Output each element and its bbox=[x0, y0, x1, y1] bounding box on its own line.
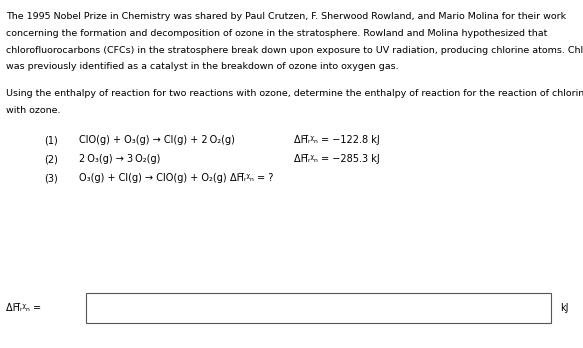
Text: ΔH̅ᵣᵡₙ = −122.8 kJ: ΔH̅ᵣᵡₙ = −122.8 kJ bbox=[294, 135, 380, 145]
Text: Using the enthalpy of reaction for two reactions with ozone, determine the entha: Using the enthalpy of reaction for two r… bbox=[6, 89, 583, 98]
Text: ΔH̅ᵣᵡₙ =: ΔH̅ᵣᵡₙ = bbox=[6, 303, 41, 313]
Text: with ozone.: with ozone. bbox=[6, 106, 60, 115]
Text: chlorofluorocarbons (CFCs) in the stratosphere break down upon exposure to UV ra: chlorofluorocarbons (CFCs) in the strato… bbox=[6, 46, 583, 55]
Text: kJ: kJ bbox=[560, 303, 568, 313]
Text: concerning the formation and decomposition of ozone in the stratosphere. Rowland: concerning the formation and decompositi… bbox=[6, 29, 547, 38]
Text: was previously identified as a catalyst in the breakdown of ozone into oxygen ga: was previously identified as a catalyst … bbox=[6, 62, 398, 71]
Text: ΔH̅ᵣᵡₙ = −285.3 kJ: ΔH̅ᵣᵡₙ = −285.3 kJ bbox=[294, 154, 380, 164]
FancyBboxPatch shape bbox=[86, 293, 551, 323]
Text: 2 O₃(g) → 3 O₂(g): 2 O₃(g) → 3 O₂(g) bbox=[79, 154, 160, 164]
Text: O₃(g) + Cl(g) → ClO(g) + O₂(g): O₃(g) + Cl(g) → ClO(g) + O₂(g) bbox=[79, 173, 226, 183]
Text: The 1995 Nobel Prize in Chemistry was shared by Paul Crutzen, F. Sherwood Rowlan: The 1995 Nobel Prize in Chemistry was sh… bbox=[6, 12, 566, 21]
Text: ClO(g) + O₃(g) → Cl(g) + 2 O₂(g): ClO(g) + O₃(g) → Cl(g) + 2 O₂(g) bbox=[79, 135, 234, 145]
Text: (3): (3) bbox=[44, 173, 58, 183]
Text: ΔH̅ᵣᵡₙ = ?: ΔH̅ᵣᵡₙ = ? bbox=[230, 173, 273, 183]
Text: (1): (1) bbox=[44, 135, 58, 145]
Text: (2): (2) bbox=[44, 154, 58, 164]
